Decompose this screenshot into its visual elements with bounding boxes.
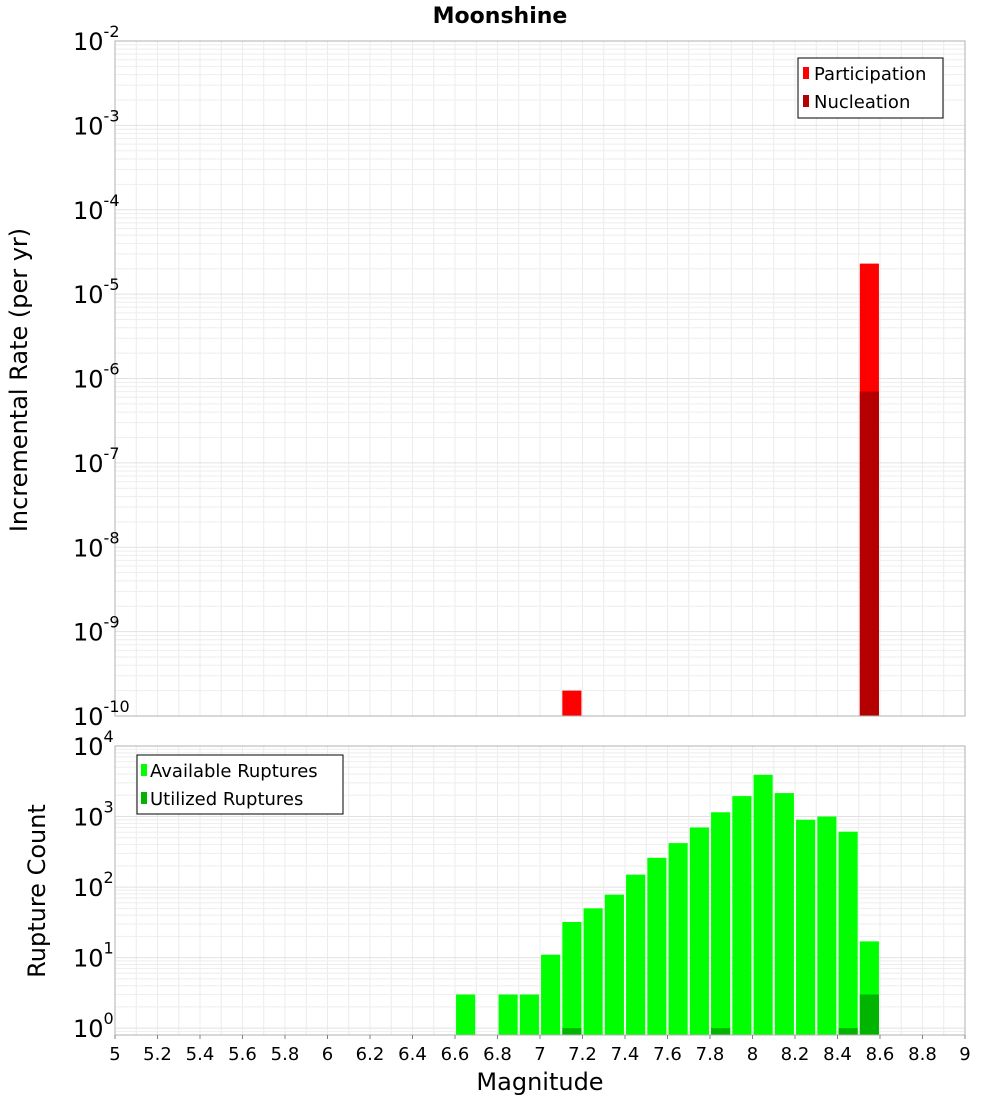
x-tick-label: 7.8 (696, 1044, 725, 1065)
y-tick-label: 10-4 (73, 191, 120, 225)
y-tick-label: 102 (73, 868, 114, 902)
y-tick-label: 10-5 (73, 275, 120, 309)
legend-swatch-nucleation (803, 95, 809, 107)
x-tick-label: 5.2 (143, 1044, 172, 1065)
bottom-bar-utilized-ruptures (859, 994, 879, 1035)
legend-swatch-available (141, 764, 147, 776)
top-bars (562, 263, 879, 716)
x-tick-label: 5.6 (228, 1044, 257, 1065)
x-tick-label: 7.6 (653, 1044, 682, 1065)
x-tick-label: 6.8 (483, 1044, 512, 1065)
x-tick-label: 5.8 (271, 1044, 300, 1065)
x-tick-label: 8.8 (908, 1044, 937, 1065)
bottom-bar-available-ruptures (838, 831, 858, 1035)
bottom-legend: Available Ruptures Utilized Ruptures (136, 754, 344, 815)
bottom-bar-available-ruptures (562, 921, 582, 1035)
top-plot-frame (114, 40, 966, 717)
bottom-bar-available-ruptures (732, 796, 752, 1035)
bottom-bar-available-ruptures (817, 816, 837, 1035)
x-tick-label: 7 (534, 1044, 545, 1065)
y-tick-label: 104 (73, 727, 114, 761)
bottom-bar-utilized-ruptures (562, 1028, 582, 1035)
top-bar-participation (562, 690, 582, 716)
bottom-bar-available-ruptures (711, 812, 731, 1035)
x-tick-label: 8.4 (823, 1044, 852, 1065)
x-tick-label: 7.4 (611, 1044, 640, 1065)
y-tick-label: 10-10 (73, 697, 130, 731)
bottom-bar-available-ruptures (774, 793, 794, 1035)
legend-label-utilized: Utilized Ruptures (150, 789, 303, 810)
x-tick-label: 6.2 (356, 1044, 385, 1065)
bottom-bar-available-ruptures (668, 843, 688, 1035)
legend-label-available: Available Ruptures (150, 761, 318, 782)
x-tick-label: 8.2 (781, 1044, 810, 1065)
bottom-bar-available-ruptures (626, 874, 646, 1035)
y-tick-label: 10-7 (73, 444, 120, 478)
legend-swatch-utilized (141, 792, 147, 804)
y-tick-label: 101 (73, 939, 114, 973)
x-tick-label: 6 (322, 1044, 333, 1065)
legend-swatch-participation (803, 67, 809, 79)
bottom-bar-available-ruptures (519, 994, 539, 1035)
x-tick-label: 6.4 (398, 1044, 427, 1065)
bottom-bar-available-ruptures (456, 994, 476, 1035)
bottom-legend-box (136, 754, 344, 815)
y-tick-label: 10-6 (73, 360, 120, 394)
top-y-tick-labels: 10-2 10-3 10-4 10-5 10-6 10-7 10-8 10-9 10-10 (73, 22, 130, 731)
x-tick-label: 8.6 (866, 1044, 895, 1065)
top-legend: Participation Nucleation (797, 57, 944, 119)
bottom-bar-available-ruptures (689, 827, 709, 1035)
x-tick-label: 9 (959, 1044, 970, 1065)
bottom-bar-available-ruptures (583, 908, 603, 1035)
bottom-bar-utilized-ruptures (838, 1028, 858, 1035)
chart-title: Moonshine (433, 4, 568, 29)
legend-label-participation: Participation (814, 64, 926, 85)
y-tick-label: 10-8 (73, 528, 120, 562)
x-tick-label: 8 (747, 1044, 758, 1065)
bottom-panel: 104 103 102 101 100 5 5.2 5.4 5.6 5.8 6 6.2 6.4 6.6 6… (23, 727, 971, 1096)
bottom-bar-available-ruptures (753, 774, 773, 1035)
x-tick-label: 6.6 (441, 1044, 470, 1065)
bottom-y-tick-labels: 104 103 102 101 100 (73, 727, 114, 1043)
top-panel: Moonshine 10-210-310-410-510-610-710-810… (5, 4, 966, 731)
x-tick-label: 5 (109, 1044, 120, 1065)
bottom-bar-available-ruptures (604, 894, 624, 1035)
y-tick-label: 103 (73, 798, 114, 832)
bottom-bar-utilized-ruptures (711, 1028, 731, 1035)
top-y-axis-label: Incremental Rate (per yr) (5, 228, 33, 532)
top-bar-nucleation (859, 391, 879, 716)
bottom-bar-available-ruptures (541, 954, 561, 1035)
legend-label-nucleation: Nucleation (814, 92, 910, 113)
bottom-bar-available-ruptures (498, 994, 518, 1035)
bottom-bar-available-ruptures (647, 857, 667, 1035)
y-tick-label: 10-2 (73, 22, 120, 56)
bottom-bars (456, 774, 879, 1035)
x-axis-label: Magnitude (476, 1068, 603, 1096)
y-tick-label: 10-9 (73, 613, 120, 647)
x-tick-labels: 5 5.2 5.4 5.6 5.8 6 6.2 6.4 6.6 6.8 7 7.2 7.4 7.6 7.8 8… (109, 1035, 971, 1065)
top-legend-box (797, 57, 944, 119)
bottom-bar-available-ruptures (796, 819, 816, 1035)
x-tick-label: 5.4 (186, 1044, 215, 1065)
top-gridlines (114, 40, 966, 717)
bottom-y-axis-label: Rupture Count (23, 804, 51, 978)
y-tick-label: 10-3 (73, 106, 120, 140)
y-tick-label: 100 (73, 1009, 114, 1043)
x-tick-label: 7.2 (568, 1044, 597, 1065)
